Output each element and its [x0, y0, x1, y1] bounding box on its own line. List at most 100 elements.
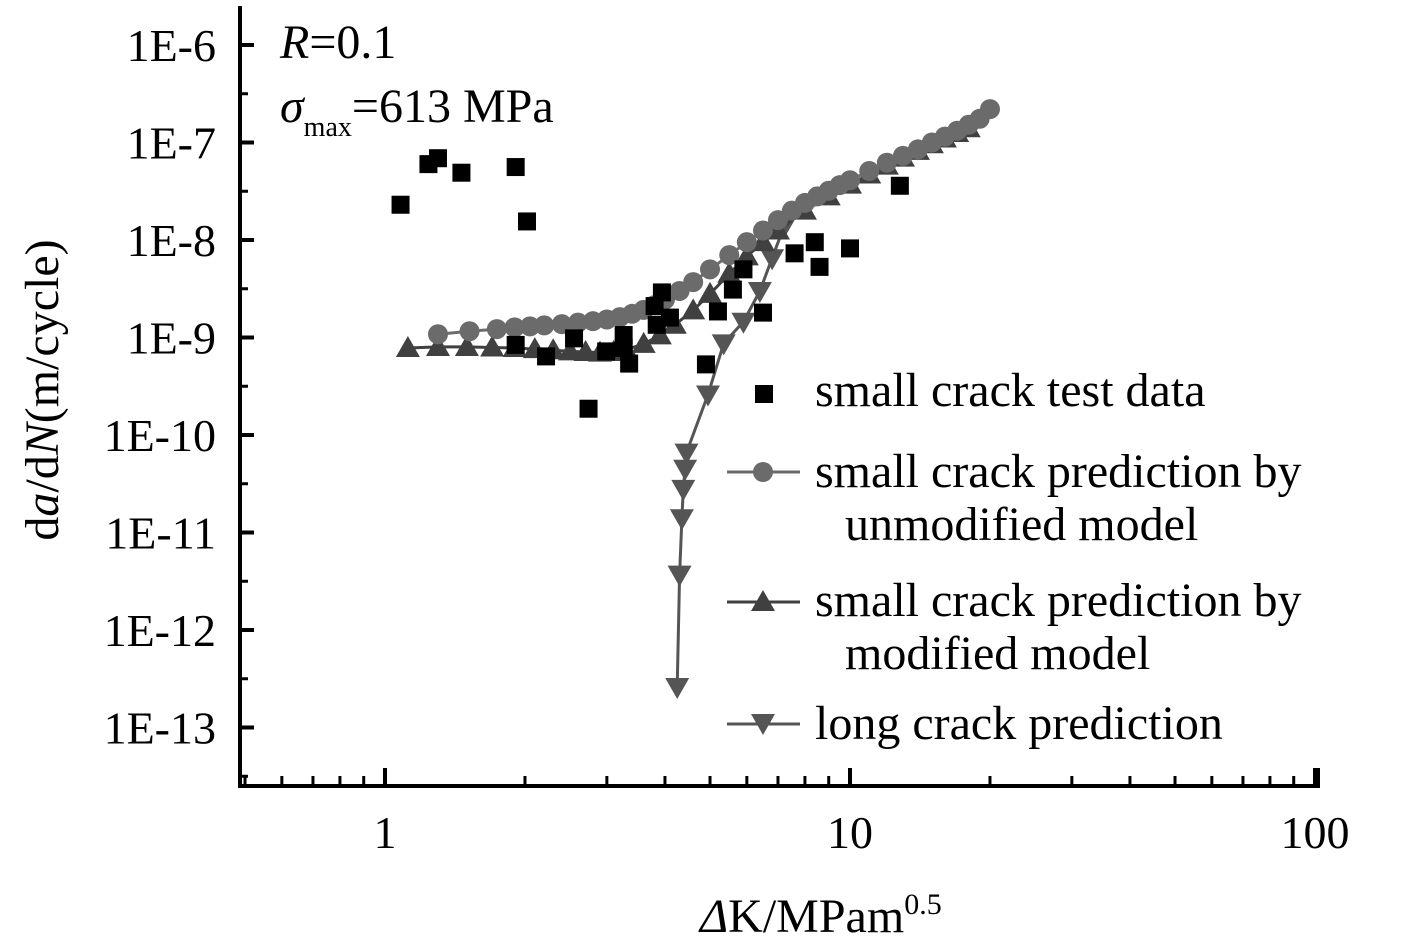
data-point-triangle-up: [681, 298, 706, 320]
y-tick-label: 1E-12: [104, 605, 216, 656]
y-axis-title: da/dN(m/cycle): [16, 239, 69, 540]
data-point-square: [734, 260, 753, 279]
data-point-triangle-up: [631, 331, 656, 353]
legend-entry-unmodified: small crack prediction by unmodified mod…: [727, 445, 1302, 551]
data-point-triangle-down: [671, 479, 696, 501]
series-long-crack: [665, 218, 796, 700]
data-point-square: [597, 342, 616, 361]
legend-triangle-up-marker: [751, 590, 775, 611]
data-point-triangle-down: [673, 459, 698, 481]
data-point-circle: [719, 245, 740, 266]
data-point-square: [754, 303, 773, 322]
legend-label-modified-line1: small crack prediction by: [815, 574, 1302, 627]
legend-label-unmodified-line2: unmodified model: [845, 498, 1198, 551]
data-point-circle: [979, 99, 1000, 120]
data-point-triangle-down: [731, 312, 756, 334]
data-point-square: [890, 176, 909, 195]
series-modified-model: [395, 116, 981, 362]
data-point-square: [652, 283, 671, 302]
x-tick-label: 10: [827, 807, 873, 858]
data-point-square: [506, 335, 525, 354]
data-point-triangle-down: [760, 249, 785, 271]
data-point-triangle-up: [425, 334, 450, 356]
legend-triangle-down-marker: [751, 714, 775, 735]
data-point-square: [620, 354, 639, 373]
data-point-square: [452, 163, 471, 182]
data-point-circle: [486, 319, 507, 340]
legend-square-marker: [755, 385, 773, 403]
y-tick-label: 1E-11: [105, 508, 216, 559]
data-point-triangle-down: [747, 281, 772, 303]
data-point-square: [614, 326, 633, 345]
y-tick-label: 1E-9: [127, 313, 216, 364]
data-point-triangle-up: [751, 230, 776, 252]
data-point-square: [645, 297, 664, 316]
data-point-square: [579, 399, 598, 418]
data-point-circle: [519, 316, 540, 337]
data-point-circle: [753, 220, 774, 241]
data-point-circle: [700, 259, 721, 280]
y-tick-label: 1E-6: [127, 20, 216, 71]
x-axis-title: ΔK/MPam0.5: [698, 888, 942, 943]
legend-entry-long: long crack prediction: [727, 697, 1223, 750]
data-point-square: [660, 308, 679, 327]
data-point-triangle-up: [558, 339, 583, 361]
data-point-circle: [551, 314, 572, 335]
legend-circle-marker: [753, 462, 773, 482]
y-ticks: [240, 43, 254, 778]
data-point-circle: [736, 232, 757, 253]
legend-label-long: long crack prediction: [815, 697, 1223, 750]
data-point-square: [785, 244, 804, 263]
data-point-square: [428, 149, 447, 168]
data-point-triangle-up: [480, 335, 505, 357]
data-point-circle: [892, 145, 913, 166]
data-point-triangle-up: [647, 323, 672, 345]
data-point-triangle-down: [695, 385, 720, 407]
data-point-circle: [840, 170, 860, 191]
y-tick-label: 1E-13: [104, 703, 216, 754]
data-point-triangle-down: [667, 565, 692, 587]
data-point-triangle-up: [395, 336, 420, 358]
data-point-triangle-down: [674, 443, 699, 465]
data-point-square: [708, 302, 727, 321]
data-point-square: [696, 355, 715, 374]
data-point-square: [517, 212, 536, 231]
legend-entry-modified: small crack prediction by modified model: [727, 574, 1302, 680]
data-point-square: [841, 239, 859, 258]
annotation-r: R=0.1: [279, 16, 396, 69]
data-point-square: [537, 347, 556, 366]
data-point-triangle-down: [665, 678, 690, 700]
legend-label-unmodified-line1: small crack prediction by: [815, 445, 1302, 498]
data-point-circle: [427, 324, 448, 345]
data-point-circle: [567, 312, 588, 333]
legend-entry-test-data: small crack test data: [755, 364, 1206, 417]
data-point-circle: [459, 321, 480, 342]
data-point-circle: [504, 317, 525, 338]
legend: small crack test data small crack predic…: [727, 364, 1302, 750]
data-point-triangle-up: [734, 244, 759, 266]
y-tick-label: 1E-10: [104, 410, 216, 461]
data-point-triangle-down: [669, 509, 694, 531]
series-unmodified-model: [427, 99, 1000, 345]
data-point-square: [391, 195, 410, 214]
data-point-circle: [876, 152, 897, 173]
x-ticks: [243, 768, 1317, 786]
data-point-triangle-down: [711, 334, 736, 356]
data-point-circle: [534, 315, 555, 336]
data-point-circle: [859, 161, 880, 182]
annotation-sigma: σmax=613 MPa: [280, 80, 554, 143]
x-tick-label: 1: [374, 807, 397, 858]
data-point-square: [805, 233, 824, 252]
data-point-triangle-up: [454, 334, 479, 356]
x-tick-label: 100: [1281, 807, 1350, 858]
data-point-square: [565, 329, 584, 348]
y-tick-label: 1E-7: [127, 118, 216, 169]
data-point-square: [723, 280, 742, 299]
x-tick-labels: 1 10 100: [374, 807, 1350, 858]
data-point-circle: [683, 272, 704, 293]
data-point-triangle-up: [698, 281, 723, 303]
data-point-square: [506, 158, 525, 177]
series-test-data: [391, 149, 909, 418]
legend-label-modified-line2: modified model: [845, 627, 1150, 680]
